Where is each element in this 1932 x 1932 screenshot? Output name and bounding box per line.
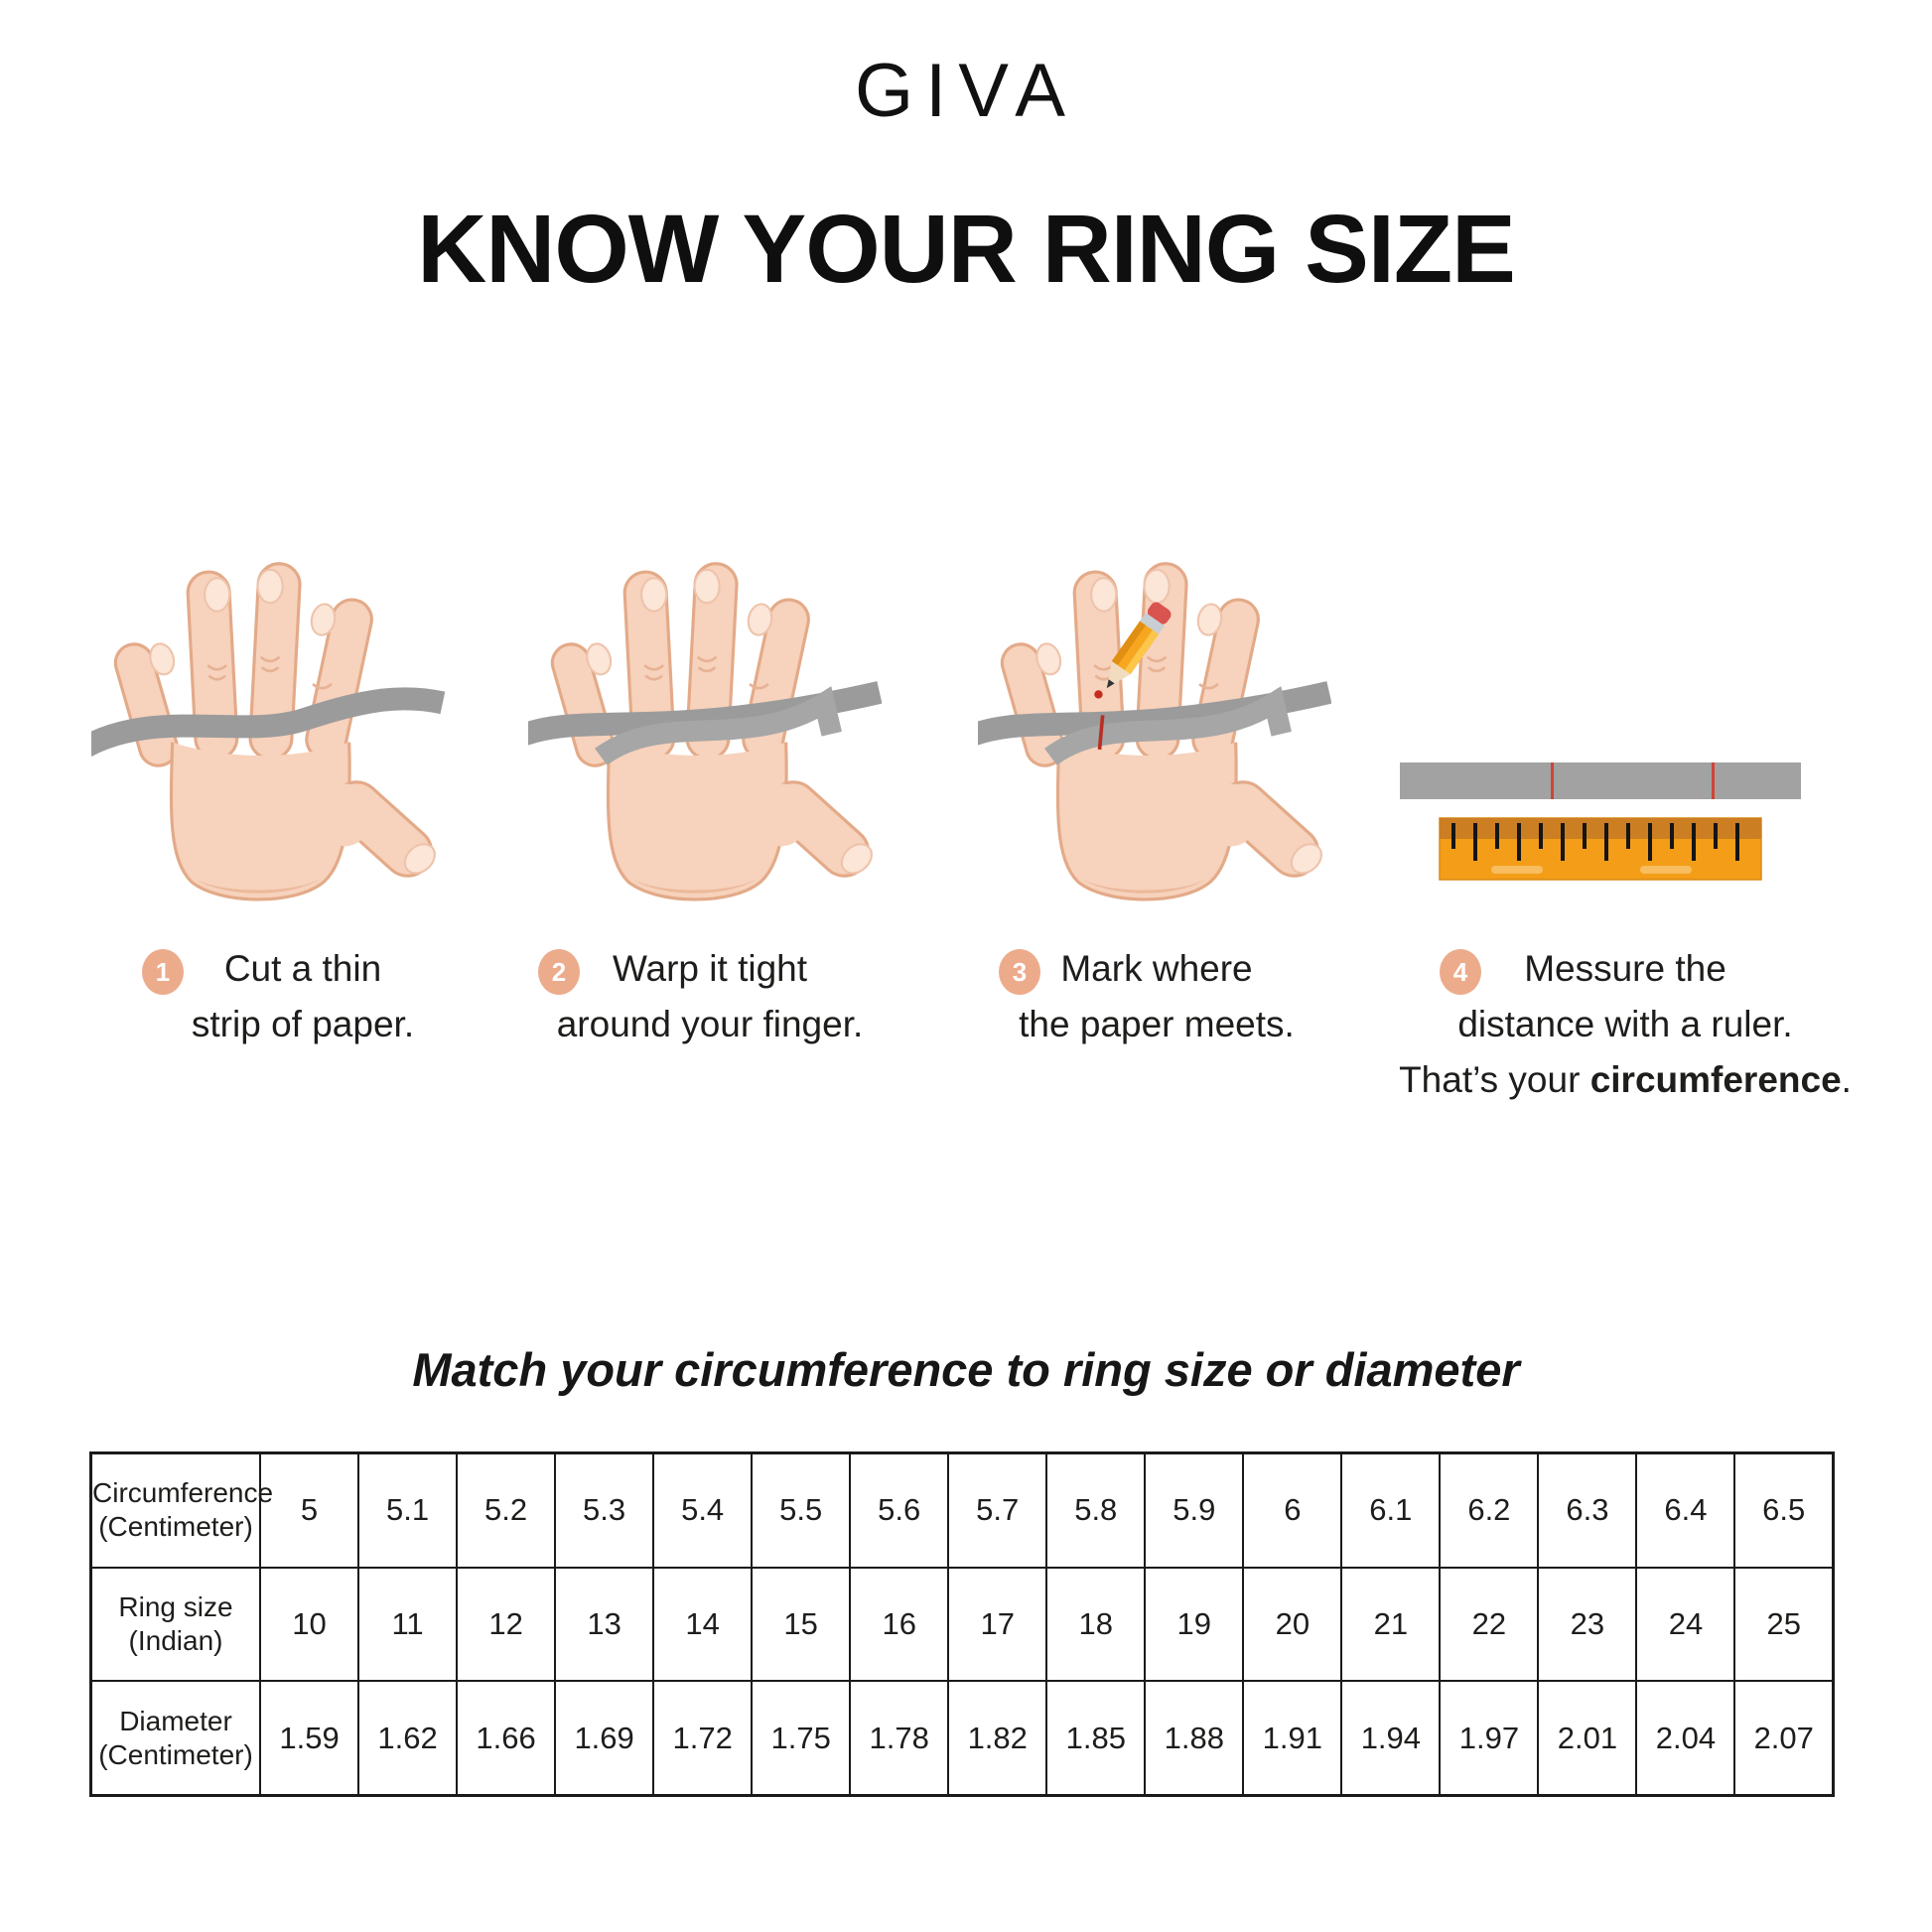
step-2-line-2: around your finger. xyxy=(556,1004,864,1044)
table-cell: 5.1 xyxy=(357,1451,459,1569)
step-3-line-1: Mark where xyxy=(1060,948,1253,989)
table-cell: 6.1 xyxy=(1340,1451,1442,1569)
table-cell: 5.7 xyxy=(947,1451,1048,1569)
step-1: 1 Cut a thin strip of paper. xyxy=(94,941,511,1052)
step-3-badge: 3 xyxy=(999,949,1040,995)
table-cell: 6.3 xyxy=(1537,1451,1638,1569)
table-row: Diameter (Centimeter) 1.59 1.62 1.66 1.69 1.72… xyxy=(89,1680,1835,1797)
step-4-line-3: That’s your circumference. xyxy=(1362,1052,1888,1108)
table-cell: 5.8 xyxy=(1045,1451,1147,1569)
step-2-badge: 2 xyxy=(538,949,580,995)
table-cell: 10 xyxy=(258,1566,360,1683)
step-3-line-2: the paper meets. xyxy=(1019,1004,1295,1044)
table-cell: 1.94 xyxy=(1340,1680,1442,1797)
table-cell: 6 xyxy=(1242,1451,1343,1569)
step-4-line-1: Messure the xyxy=(1524,948,1726,989)
table-cell: 21 xyxy=(1340,1566,1442,1683)
table-cell: 5.9 xyxy=(1144,1451,1245,1569)
step-1-line-1: Cut a thin xyxy=(223,948,382,989)
brand-logo: GIVA xyxy=(855,49,1077,133)
table-cell: 5.4 xyxy=(652,1451,754,1569)
row-label: Ring size (Indian) xyxy=(89,1566,261,1683)
step-3: 3 Mark where the paper meets. xyxy=(953,941,1360,1052)
match-heading: Match your circumference to ring size or… xyxy=(412,1343,1520,1396)
step-1-badge: 1 xyxy=(142,949,184,995)
table-cell: 5.6 xyxy=(849,1451,950,1569)
table-cell: 14 xyxy=(652,1566,754,1683)
table-cell: 1.66 xyxy=(456,1680,557,1797)
table-cell: 1.97 xyxy=(1439,1680,1540,1797)
step-4-line-3-prefix: That’s your xyxy=(1399,1059,1590,1100)
table-cell: 1.85 xyxy=(1045,1680,1147,1797)
table-cell: 11 xyxy=(357,1566,459,1683)
ring-size-table-body: Circumference (Centimeter) 5 5.1 5.2 5.3 5.4 5.… xyxy=(89,1451,1835,1797)
table-cell: 24 xyxy=(1635,1566,1736,1683)
table-cell: 6.5 xyxy=(1733,1451,1835,1569)
marked-strip-and-ruler-icon xyxy=(1400,762,1801,881)
table-cell: 12 xyxy=(456,1566,557,1683)
row-label: Circumference (Centimeter) xyxy=(89,1451,273,1569)
table-cell: 19 xyxy=(1144,1566,1245,1683)
table-cell: 1.82 xyxy=(947,1680,1048,1797)
table-cell: 22 xyxy=(1439,1566,1540,1683)
table-cell: 1.78 xyxy=(849,1680,950,1797)
table-cell: 1.69 xyxy=(554,1680,655,1797)
table-cell: 1.91 xyxy=(1242,1680,1343,1797)
hand-strip-wrapped-icon xyxy=(528,561,882,901)
table-cell: 18 xyxy=(1045,1566,1147,1683)
step-4-line-3-bold: circumference xyxy=(1589,1059,1842,1100)
hand-with-paper-strip-icon xyxy=(91,561,445,901)
hand-pencil-mark-icon xyxy=(978,561,1331,901)
table-cell: 1.75 xyxy=(751,1680,852,1797)
table-cell: 16 xyxy=(849,1566,950,1683)
table-cell: 1.59 xyxy=(258,1680,360,1797)
ring-size-table: Circumference (Centimeter) 5 5.1 5.2 5.3 5.4 5.… xyxy=(89,1451,1835,1797)
page-title: KNOW YOUR RING SIZE xyxy=(417,195,1516,303)
table-cell: 5.3 xyxy=(554,1451,655,1569)
table-cell: 5.2 xyxy=(456,1451,557,1569)
step-4-line-3-suffix: . xyxy=(1841,1059,1852,1100)
table-cell: 15 xyxy=(751,1566,852,1683)
step-1-line-2: strip of paper. xyxy=(191,1004,415,1044)
step-2: 2 Warp it tight around your finger. xyxy=(496,941,923,1052)
table-cell: 2.04 xyxy=(1635,1680,1736,1797)
table-cell: 2.07 xyxy=(1733,1680,1835,1797)
table-row: Circumference (Centimeter) 5 5.1 5.2 5.3 5.4 5.… xyxy=(89,1451,1835,1569)
table-cell: 1.72 xyxy=(652,1680,754,1797)
table-cell: 2.01 xyxy=(1537,1680,1638,1797)
step-4: 4 Messure the distance with a ruler. Tha… xyxy=(1362,941,1888,1108)
table-cell: 5.5 xyxy=(751,1451,852,1569)
table-cell: 1.88 xyxy=(1144,1680,1245,1797)
table-row: Ring size (Indian) 10 11 12 13 14 15 16 17 18 19 20 2… xyxy=(89,1566,1835,1683)
row-label: Diameter (Centimeter) xyxy=(89,1680,261,1797)
table-cell: 6.4 xyxy=(1635,1451,1736,1569)
step-2-line-1: Warp it tight xyxy=(612,948,808,989)
step-4-line-2: distance with a ruler. xyxy=(1457,1004,1793,1044)
table-cell: 6.2 xyxy=(1439,1451,1540,1569)
table-cell: 25 xyxy=(1733,1566,1835,1683)
table-cell: 17 xyxy=(947,1566,1048,1683)
table-cell: 5 xyxy=(258,1451,360,1569)
table-cell: 23 xyxy=(1537,1566,1638,1683)
table-cell: 20 xyxy=(1242,1566,1343,1683)
table-cell: 13 xyxy=(554,1566,655,1683)
table-cell: 1.62 xyxy=(357,1680,459,1797)
step-4-badge: 4 xyxy=(1440,949,1481,995)
